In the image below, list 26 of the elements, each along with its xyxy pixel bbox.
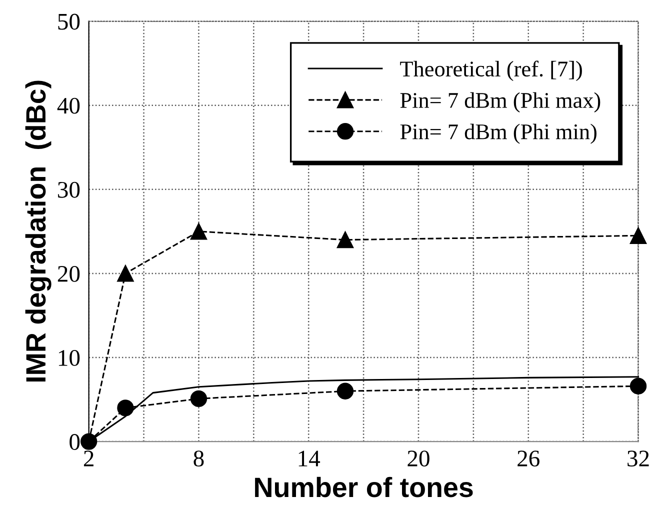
y-tick-label: 0 <box>70 434 80 450</box>
x-axis-title: Number of tones <box>255 476 473 498</box>
x-tick-label: 26 <box>518 450 540 467</box>
point <box>336 382 354 400</box>
y-tick-label: 30 <box>58 182 80 198</box>
legend-label: Pin= 7 dBm (Phi max) <box>400 92 600 112</box>
y-tick-label: 10 <box>58 350 80 366</box>
point <box>117 400 134 416</box>
legend-label: Theoretical (ref. [7]) <box>400 60 582 82</box>
point <box>336 231 354 248</box>
y-axis-title: IMR degradation (dBc) <box>25 80 52 382</box>
point <box>190 390 208 408</box>
legend-label: Pin= 7 dBm (Phi min) <box>400 124 596 144</box>
x-tick-label: 8 <box>194 450 204 467</box>
point <box>80 433 98 450</box>
y-tick-label: 20 <box>58 266 80 282</box>
y-tick-label: 50 <box>58 14 80 30</box>
x-tick-label: 32 <box>628 450 649 467</box>
x-tick-label: 20 <box>408 450 430 467</box>
point <box>190 223 208 240</box>
x-tick-label: 14 <box>298 450 320 466</box>
point <box>630 227 647 244</box>
point <box>630 378 647 394</box>
y-tick-label: 40 <box>57 98 80 114</box>
point <box>117 265 134 282</box>
x-tick-label: 2 <box>84 450 94 466</box>
